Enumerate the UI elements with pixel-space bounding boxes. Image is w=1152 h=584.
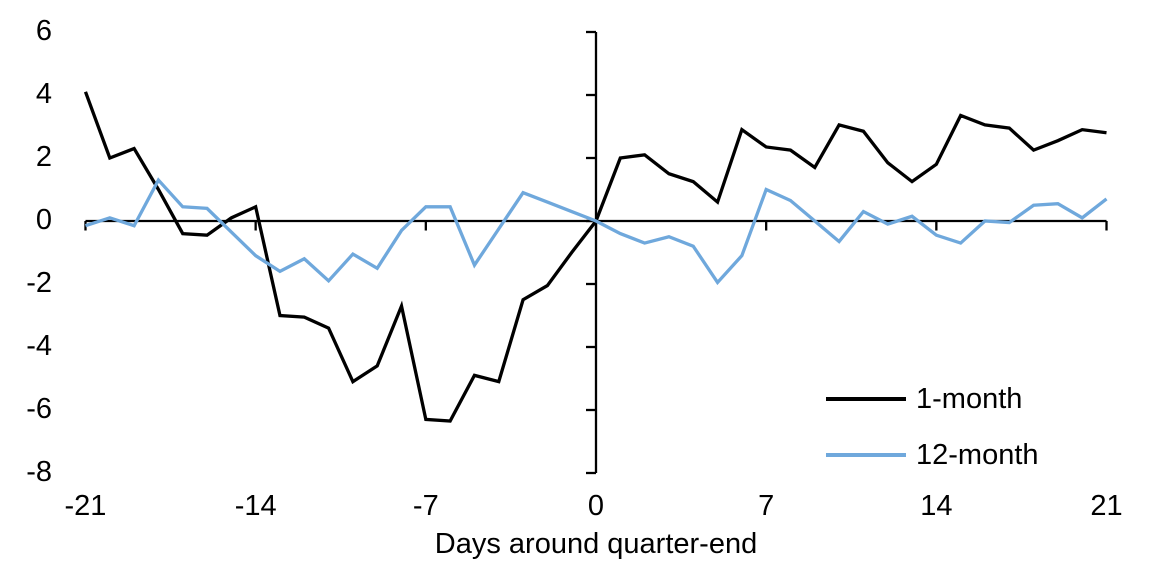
- x-tick-label--7: -7: [412, 490, 439, 522]
- x-tick-label--21: -21: [64, 490, 107, 522]
- y-tick-label--4: -4: [26, 330, 52, 362]
- legend-item-12-month: 12-month: [826, 438, 1039, 472]
- y-tick-label-4: 4: [35, 78, 52, 110]
- x-tick-label--14: -14: [234, 490, 277, 522]
- x-tick-label-14: 14: [920, 490, 953, 522]
- series-line-12-month: [84, 177, 1108, 286]
- y-tick-label--2: -2: [26, 267, 52, 299]
- y-tick-label-0: 0: [35, 204, 52, 236]
- legend-line-swatch-black: [826, 397, 906, 401]
- y-tick-label-2: 2: [35, 141, 52, 173]
- x-tick-label-21: 21: [1090, 490, 1123, 522]
- y-tick-label--8: -8: [26, 456, 52, 488]
- legend-line-swatch-blue: [826, 453, 906, 457]
- y-tick-label-6: 6: [35, 15, 52, 47]
- x-axis-title: Days around quarter-end: [434, 528, 758, 560]
- legend-label-12-month: 12-month: [916, 438, 1039, 471]
- y-tick-label--6: -6: [26, 393, 52, 425]
- x-tick-label-0: 0: [587, 490, 605, 522]
- legend-item-1-month: 1-month: [826, 382, 1022, 416]
- x-tick-label-7: 7: [758, 490, 775, 522]
- legend-label-1-month: 1-month: [916, 382, 1023, 415]
